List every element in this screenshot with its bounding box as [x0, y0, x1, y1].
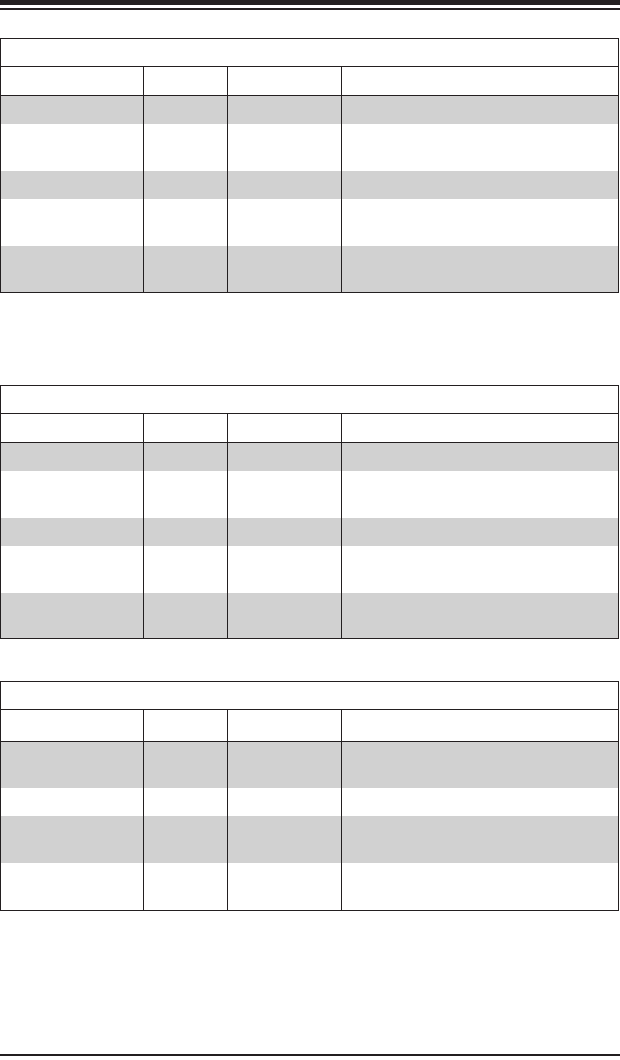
table-cell — [144, 546, 228, 593]
header-cell — [144, 710, 228, 741]
table-2 — [0, 385, 619, 639]
table-cell — [228, 742, 342, 788]
table-cell — [228, 171, 342, 199]
table-cell — [1, 546, 144, 593]
table-cell — [228, 518, 342, 546]
table-cell — [228, 124, 342, 171]
table-cell — [342, 199, 618, 246]
header-cell — [342, 67, 618, 95]
table-cell — [144, 593, 228, 638]
table-cell — [228, 443, 342, 471]
table-cell — [342, 471, 618, 518]
footer-rule — [0, 1054, 620, 1056]
header-cell — [1, 414, 144, 442]
table-cell — [1, 171, 144, 199]
table-header — [1, 414, 618, 443]
table-row — [1, 788, 618, 816]
table-cell — [342, 742, 618, 788]
table-row — [1, 471, 618, 518]
header-cell — [228, 710, 342, 741]
table-cell — [144, 863, 228, 910]
table-row — [1, 96, 618, 124]
table-cell — [1, 788, 144, 816]
header-cell — [342, 710, 618, 741]
table-cell — [342, 96, 618, 124]
table-cell — [1, 863, 144, 910]
table-cell — [1, 471, 144, 518]
header-cell — [342, 414, 618, 442]
table-row — [1, 124, 618, 171]
table-cell — [1, 199, 144, 246]
table-row — [1, 593, 618, 638]
table-cell — [228, 471, 342, 518]
table-title — [1, 39, 618, 67]
table-3 — [0, 681, 619, 911]
header-cell — [1, 67, 144, 95]
table-1 — [0, 38, 619, 293]
table-cell — [144, 443, 228, 471]
table-cell — [1, 518, 144, 546]
table-cell — [144, 199, 228, 246]
table-row — [1, 863, 618, 910]
table-cell — [1, 816, 144, 863]
table-cell — [144, 742, 228, 788]
table-cell — [342, 863, 618, 910]
table-cell — [144, 788, 228, 816]
table-cell — [144, 246, 228, 292]
table-title — [1, 682, 618, 710]
table-cell — [144, 816, 228, 863]
table-cell — [228, 199, 342, 246]
table-cell — [228, 863, 342, 910]
table-cell — [342, 171, 618, 199]
table-cell — [342, 518, 618, 546]
header-cell — [228, 67, 342, 95]
table-row — [1, 546, 618, 593]
table-cell — [1, 124, 144, 171]
header-cell — [1, 710, 144, 741]
header-cell — [144, 414, 228, 442]
table-header — [1, 710, 618, 742]
table-cell — [1, 443, 144, 471]
table-title — [1, 386, 618, 414]
header-cell — [144, 67, 228, 95]
table-cell — [144, 471, 228, 518]
table-cell — [228, 96, 342, 124]
table-cell — [228, 246, 342, 292]
table-cell — [228, 593, 342, 638]
table-row — [1, 742, 618, 788]
table-cell — [228, 546, 342, 593]
header-rule-thick — [0, 0, 620, 5]
table-cell — [342, 816, 618, 863]
table-cell — [342, 443, 618, 471]
header-cell — [228, 414, 342, 442]
table-cell — [342, 124, 618, 171]
table-cell — [1, 246, 144, 292]
table-cell — [342, 593, 618, 638]
table-row — [1, 816, 618, 863]
table-row — [1, 246, 618, 292]
table-cell — [1, 593, 144, 638]
table-header — [1, 67, 618, 96]
table-cell — [144, 96, 228, 124]
table-row — [1, 171, 618, 199]
table-cell — [228, 816, 342, 863]
header-rule-thin — [0, 8, 620, 10]
table-cell — [228, 788, 342, 816]
table-row — [1, 518, 618, 546]
table-cell — [144, 124, 228, 171]
table-cell — [1, 96, 144, 124]
table-cell — [144, 171, 228, 199]
table-row — [1, 443, 618, 471]
table-cell — [1, 742, 144, 788]
table-cell — [342, 788, 618, 816]
table-cell — [342, 546, 618, 593]
table-row — [1, 199, 618, 246]
table-cell — [342, 246, 618, 292]
table-cell — [144, 518, 228, 546]
